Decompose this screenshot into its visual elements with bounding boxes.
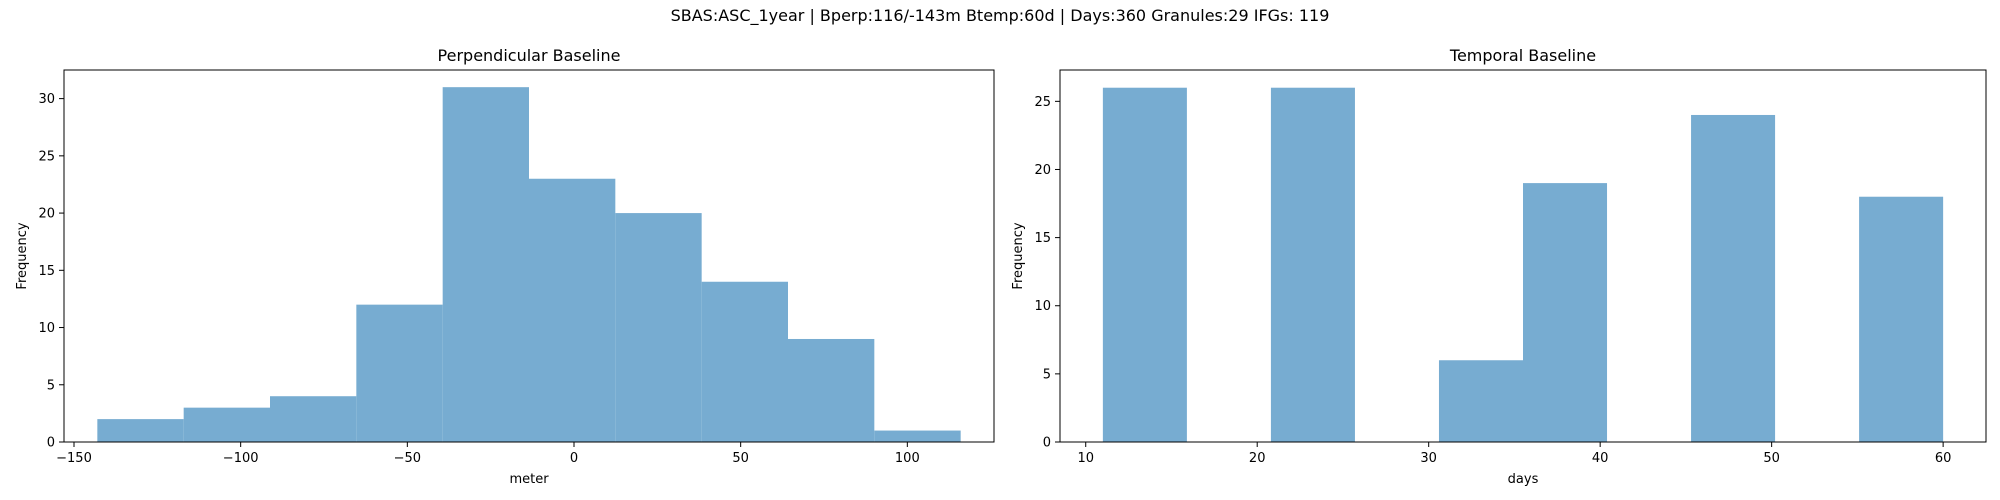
panel-2-x-tick-label: 30 (1420, 451, 1437, 466)
panel-1-x-tick-label: 50 (732, 451, 749, 466)
panel-1-axes-frame (63, 69, 995, 443)
panel-2-x-tick-label: 10 (1077, 451, 1094, 466)
panel-1-x-tick-label: 100 (895, 451, 920, 466)
panel-1-bar (183, 407, 270, 442)
panel-2-x-tick-label: 50 (1763, 451, 1780, 466)
panel-1-y-tick-label: 10 (38, 321, 55, 336)
panel-1-x-tick-label: −150 (56, 451, 92, 466)
panel-1-x-label: meter (509, 472, 549, 487)
panel-1-title: Perpendicular Baseline (438, 46, 621, 65)
panel-1-y-tick-label: 15 (38, 264, 55, 279)
panel-1-bar (97, 419, 184, 442)
panel-2-title: Temporal Baseline (1449, 46, 1596, 65)
panel-2-y-tick-label: 20 (1034, 163, 1051, 178)
panel-2-y-tick-label: 15 (1034, 231, 1051, 246)
panel-2-y-tick-label: 10 (1034, 299, 1051, 314)
panel-2-bar (1859, 196, 1944, 442)
panel-1-bar (701, 281, 788, 442)
panel-2-x-tick-label: 20 (1249, 451, 1266, 466)
panel-2-y-label: Frequency (1011, 222, 1026, 289)
panel-1-bar (270, 396, 357, 442)
panel-1-y-tick-label: 20 (38, 207, 55, 222)
panel-1-bar (442, 87, 529, 443)
figure-suptitle: SBAS:ASC_1year | Bperp:116/-143m Btemp:6… (670, 6, 1330, 25)
panel-1-y-tick-label: 25 (38, 149, 55, 164)
panel-1-bar (615, 213, 702, 442)
panel-1-bar (356, 304, 443, 442)
panel-1-x-tick-label: −100 (223, 451, 259, 466)
panel-1-y-label: Frequency (15, 222, 30, 289)
panel-2: 10 20 30 40 50 60 0 5 10 15 20 25 Temporal Baseline d… (1011, 46, 1987, 487)
panel-2-x-tick-label: 60 (1935, 451, 1952, 466)
panel-1: −150 −100 −50 0 50 100 0 5 10 15 20 25 30 Perpendicul… (15, 46, 995, 487)
panel-1-bar (874, 430, 961, 442)
panel-2-bar (1691, 114, 1776, 442)
panel-1-x-tick-label: −50 (394, 451, 421, 466)
panel-2-axes-frame (1059, 69, 1987, 443)
panel-1-y-tick-label: 30 (38, 92, 55, 107)
panel-1-bar (529, 178, 616, 443)
panel-1-y-tick-label: 5 (47, 378, 55, 393)
panel-1-bar (788, 338, 875, 442)
panel-2-bar (1438, 360, 1523, 442)
panel-2-bar (1270, 87, 1355, 443)
panel-2-x-tick-label: 40 (1592, 451, 1609, 466)
panel-2-bar (1523, 183, 1608, 442)
panel-2-y-tick-label: 5 (1043, 367, 1051, 382)
panel-1-y-tick-label: 0 (47, 436, 55, 451)
panel-2-x-label: days (1508, 472, 1539, 487)
panel-2-bar (1102, 87, 1187, 443)
panel-2-y-tick-label: 25 (1034, 95, 1051, 110)
panel-1-x-tick-label: 0 (570, 451, 578, 466)
panel-2-y-tick-label: 0 (1043, 436, 1051, 451)
